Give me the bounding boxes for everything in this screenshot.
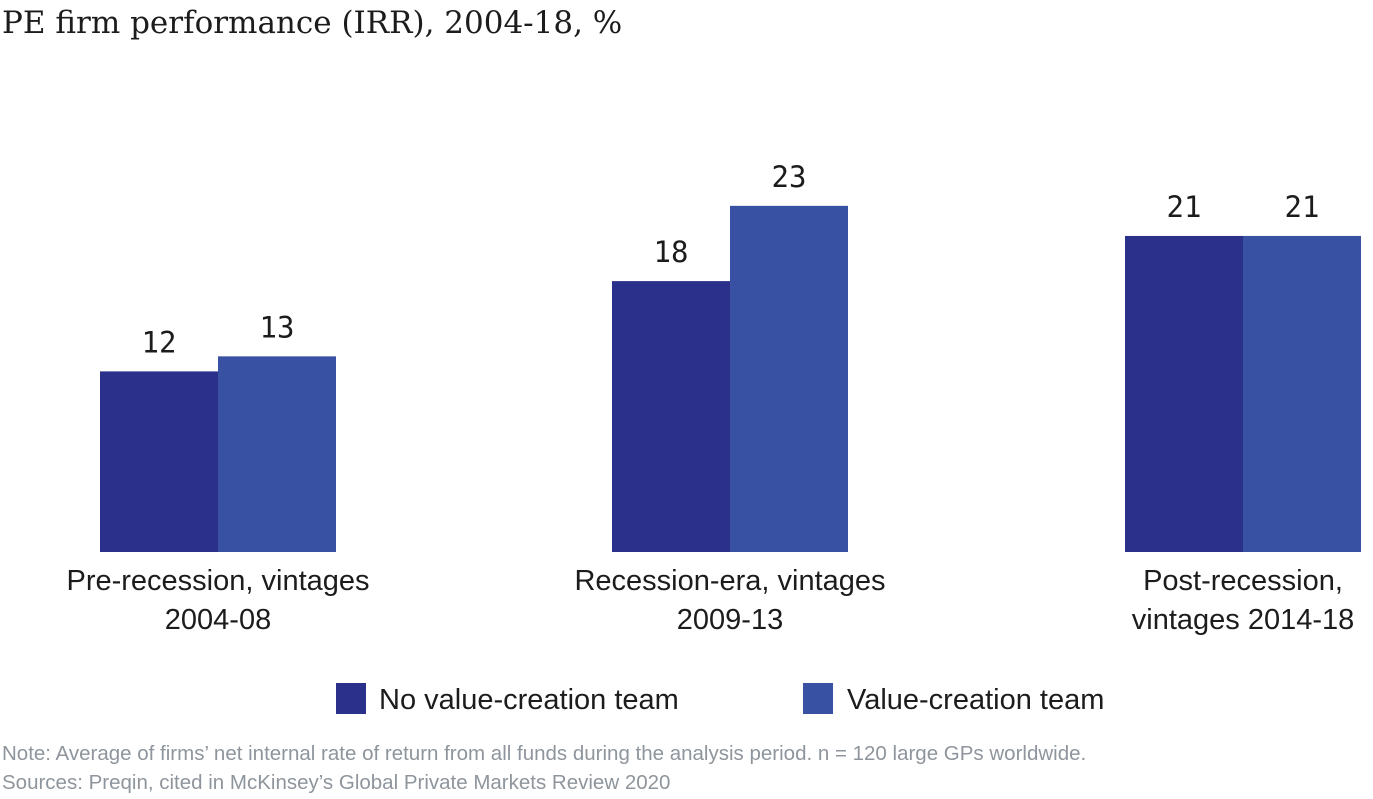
category-label-c0-line0: Pre-recession, vintages <box>66 565 369 597</box>
value-label-s1-c1: 23 <box>772 160 807 194</box>
value-label-s0-c2: 21 <box>1167 190 1202 224</box>
legend-swatch-team <box>803 683 833 714</box>
bar-s1-c0 <box>218 356 336 552</box>
bar-s1-c2 <box>1243 235 1361 552</box>
bar-s0-c0 <box>100 371 218 552</box>
legend-label-no-team: No value-creation team <box>379 684 679 716</box>
legend-swatch-no-team <box>336 683 366 714</box>
note-text: Note: Average of firms’ net internal rat… <box>2 742 1086 765</box>
value-label-s1-c0: 13 <box>260 310 295 344</box>
chart-title: PE firm performance (IRR), 2004-18, % <box>2 5 622 41</box>
value-labels-group: 12 18 21 13 23 21 <box>142 160 1320 360</box>
category-label-c2-line1: vintages 2014-18 <box>1132 604 1355 636</box>
legend: No value-creation team Value-creation te… <box>336 683 1104 716</box>
category-label-c1-line0: Recession-era, vintages <box>574 565 885 597</box>
bar-s1-c1 <box>730 205 848 552</box>
category-label-c2-line0: Post-recession, <box>1143 565 1343 597</box>
category-label-c0-line1: 2004-08 <box>165 604 271 636</box>
bar-s0-c2 <box>1125 235 1243 552</box>
bars-group <box>100 205 1361 552</box>
sources-text: Sources: Preqin, cited in McKinsey’s Glo… <box>2 771 670 794</box>
value-label-s1-c2: 21 <box>1285 190 1320 224</box>
category-label-c1-line1: 2009-13 <box>677 604 783 636</box>
category-labels-group: Pre-recession, vintages 2004-08 Recession-… <box>66 565 1354 636</box>
value-label-s0-c0: 12 <box>142 325 177 359</box>
bar-s0-c1 <box>612 281 730 552</box>
value-label-s0-c1: 18 <box>654 235 689 269</box>
legend-label-team: Value-creation team <box>847 684 1104 716</box>
